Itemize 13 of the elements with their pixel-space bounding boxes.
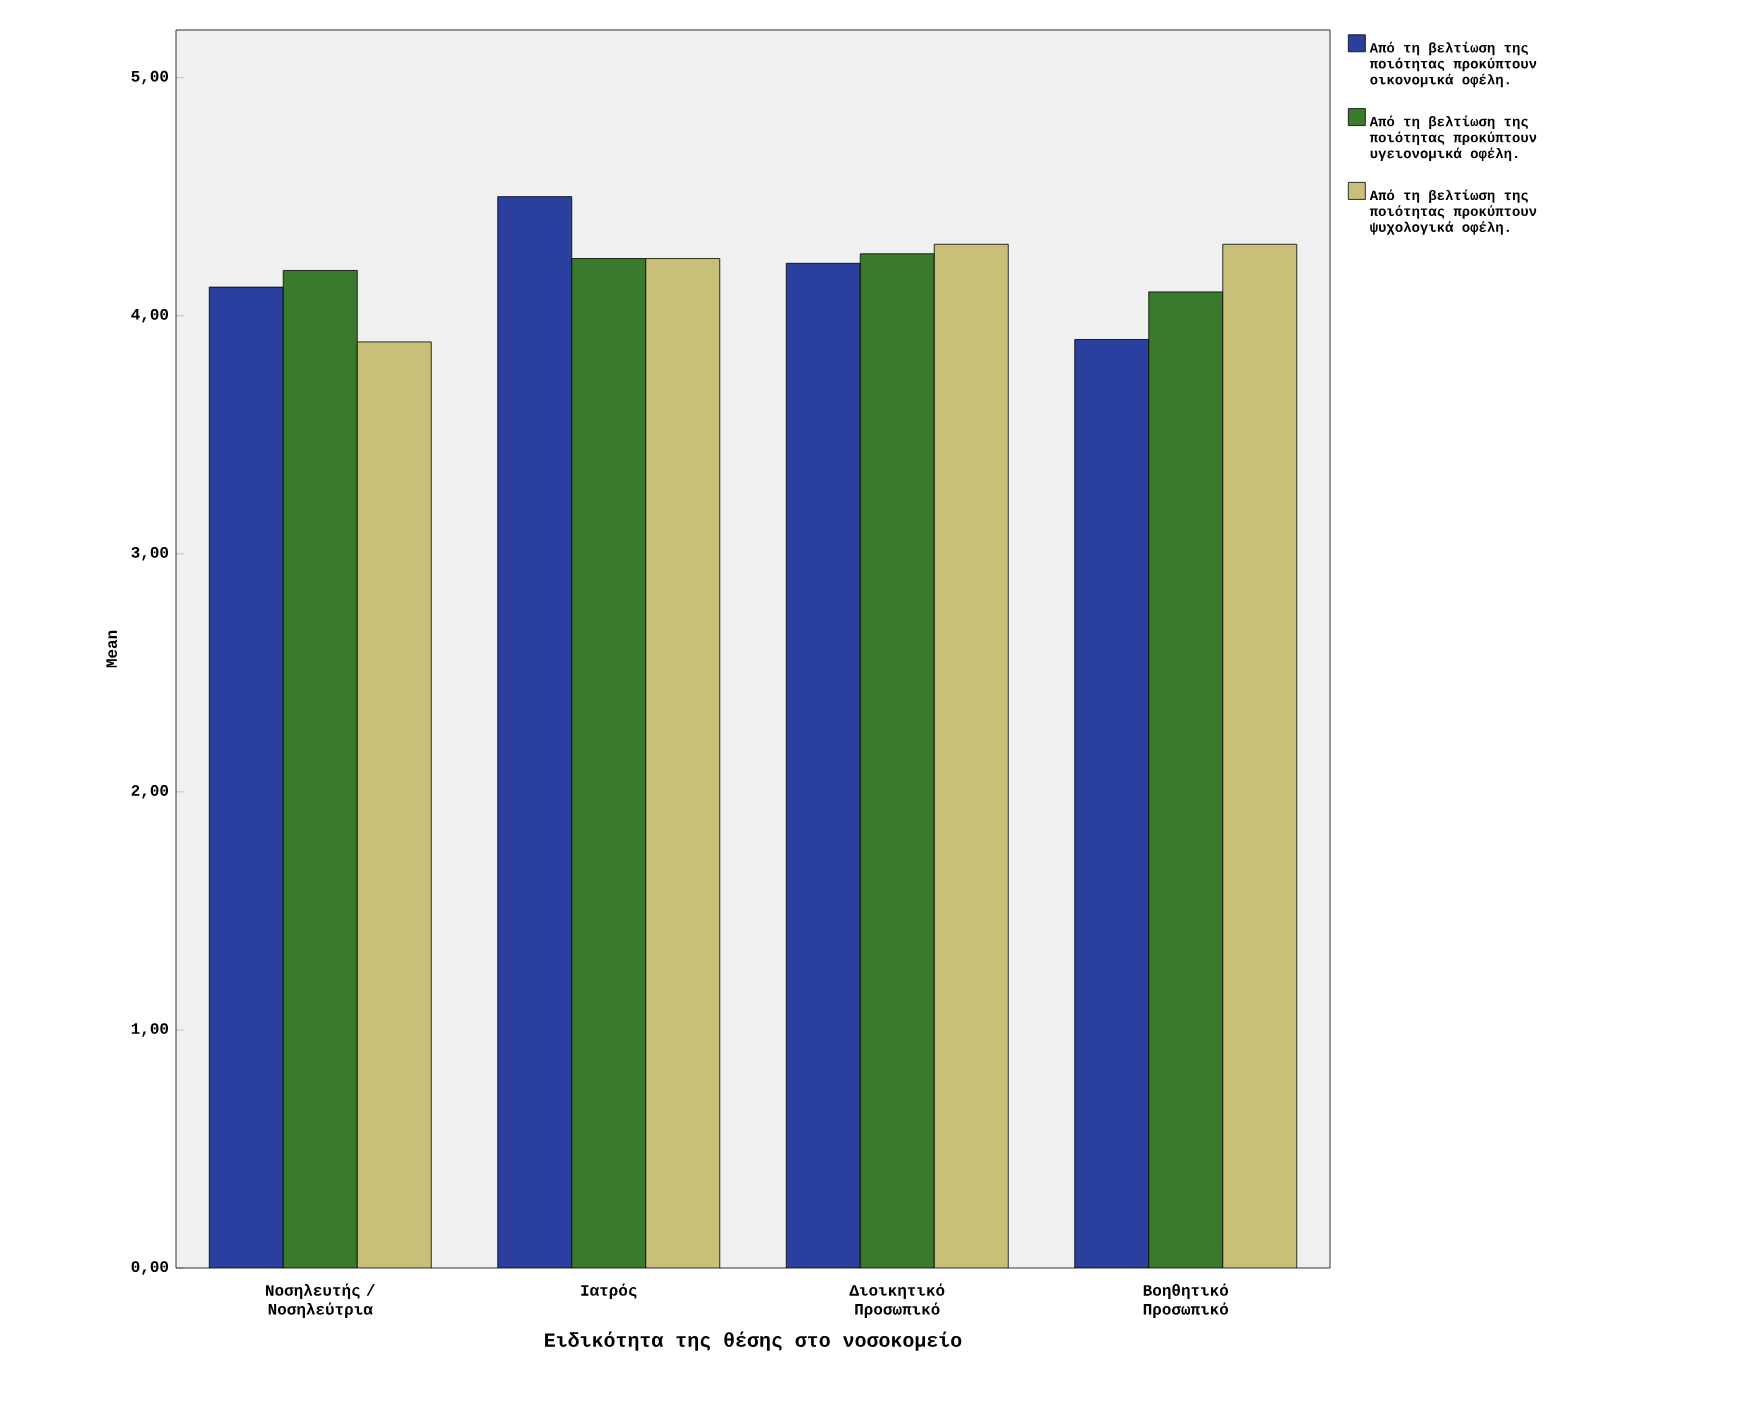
bar: [859, 253, 935, 1268]
bar: [1148, 291, 1224, 1268]
bar: [497, 196, 573, 1268]
bar: [785, 262, 861, 1268]
bar: [1074, 339, 1150, 1268]
bar: [645, 258, 721, 1268]
x-axis-title: Ειδικότητα της θέσης στο νοσοκομείο: [545, 1331, 962, 1351]
bar: [209, 287, 284, 1268]
bar: [1222, 243, 1298, 1268]
bar: [283, 270, 358, 1268]
bar: [571, 258, 647, 1268]
bar: [357, 341, 432, 1268]
bar: [933, 243, 1009, 1268]
